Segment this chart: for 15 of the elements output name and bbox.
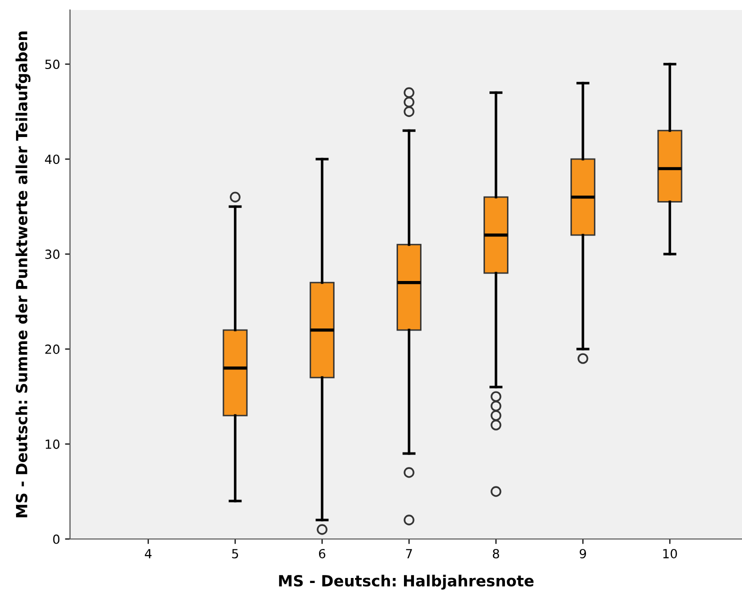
- x-tick-label: 7: [406, 549, 412, 558]
- y-tick-label: 20: [45, 344, 60, 354]
- x-tick-label: 4: [144, 549, 152, 558]
- y-tick-label: 40: [44, 154, 60, 164]
- x-tick-label: 8: [492, 548, 500, 558]
- y-tick-label: 10: [46, 440, 60, 449]
- y-axis-title: MS - Deutsch: Summe der Punktwerte aller Teilaufgaben: [16, 32, 30, 518]
- x-tick-label: 6: [319, 548, 326, 558]
- y-tick-label: 50: [45, 60, 60, 70]
- x-tick-label: 5: [232, 549, 238, 558]
- x-tick-label: 10: [663, 548, 677, 558]
- y-tick-label: 0: [53, 534, 60, 544]
- x-axis-title: MS - Deutsch: Halbjahresnote: [279, 574, 534, 590]
- x-tick-label: 9: [580, 548, 586, 558]
- y-tick-label: 30: [45, 250, 60, 260]
